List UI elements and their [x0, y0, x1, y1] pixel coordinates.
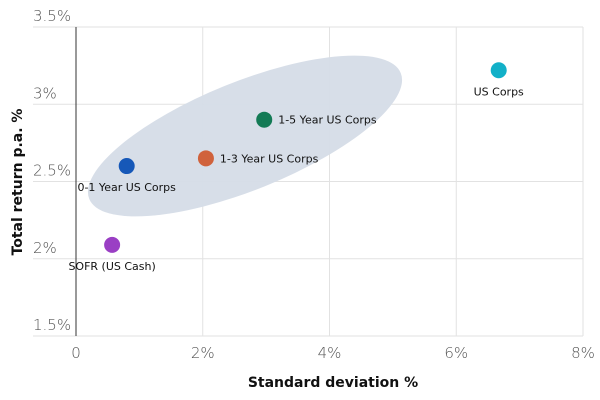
- y-tick-label: 3.5%: [33, 7, 71, 25]
- x-tick-label: 6%: [444, 344, 468, 362]
- data-label: SOFR (US Cash): [68, 260, 155, 273]
- data-point: [256, 111, 273, 128]
- data-label: 1-3 Year US Corps: [220, 152, 319, 165]
- axes: 3.5% 3% 2.5% 2% 1.5%0 2% 4% 6% 8%: [33, 7, 595, 362]
- points: US Corps 1-5 Year US Corps 1-3 Year US Cor…: [68, 62, 524, 273]
- data-point: [118, 158, 135, 175]
- data-label: US Corps: [474, 85, 524, 98]
- data-point: [197, 150, 214, 167]
- data-label: 0-1 Year US Corps: [77, 181, 176, 194]
- x-tick-label: 2%: [191, 344, 215, 362]
- x-tick-label: 0: [71, 344, 81, 362]
- y-tick-label: 1.5%: [33, 316, 71, 334]
- data-point: [490, 62, 507, 79]
- x-tick-label: 4%: [318, 344, 342, 362]
- data-label: 1-5 Year US Corps: [278, 114, 377, 127]
- y-tick-label: 2%: [33, 239, 57, 257]
- y-tick-label: 2.5%: [33, 162, 71, 180]
- x-axis-title: Standard deviation %: [248, 375, 418, 391]
- y-axis-title: Total return p.a. %: [10, 109, 26, 256]
- highlight-ellipse: [87, 55, 403, 217]
- data-point: [104, 236, 121, 253]
- y-tick-label: 3%: [33, 84, 57, 102]
- x-tick-label: 8%: [571, 344, 595, 362]
